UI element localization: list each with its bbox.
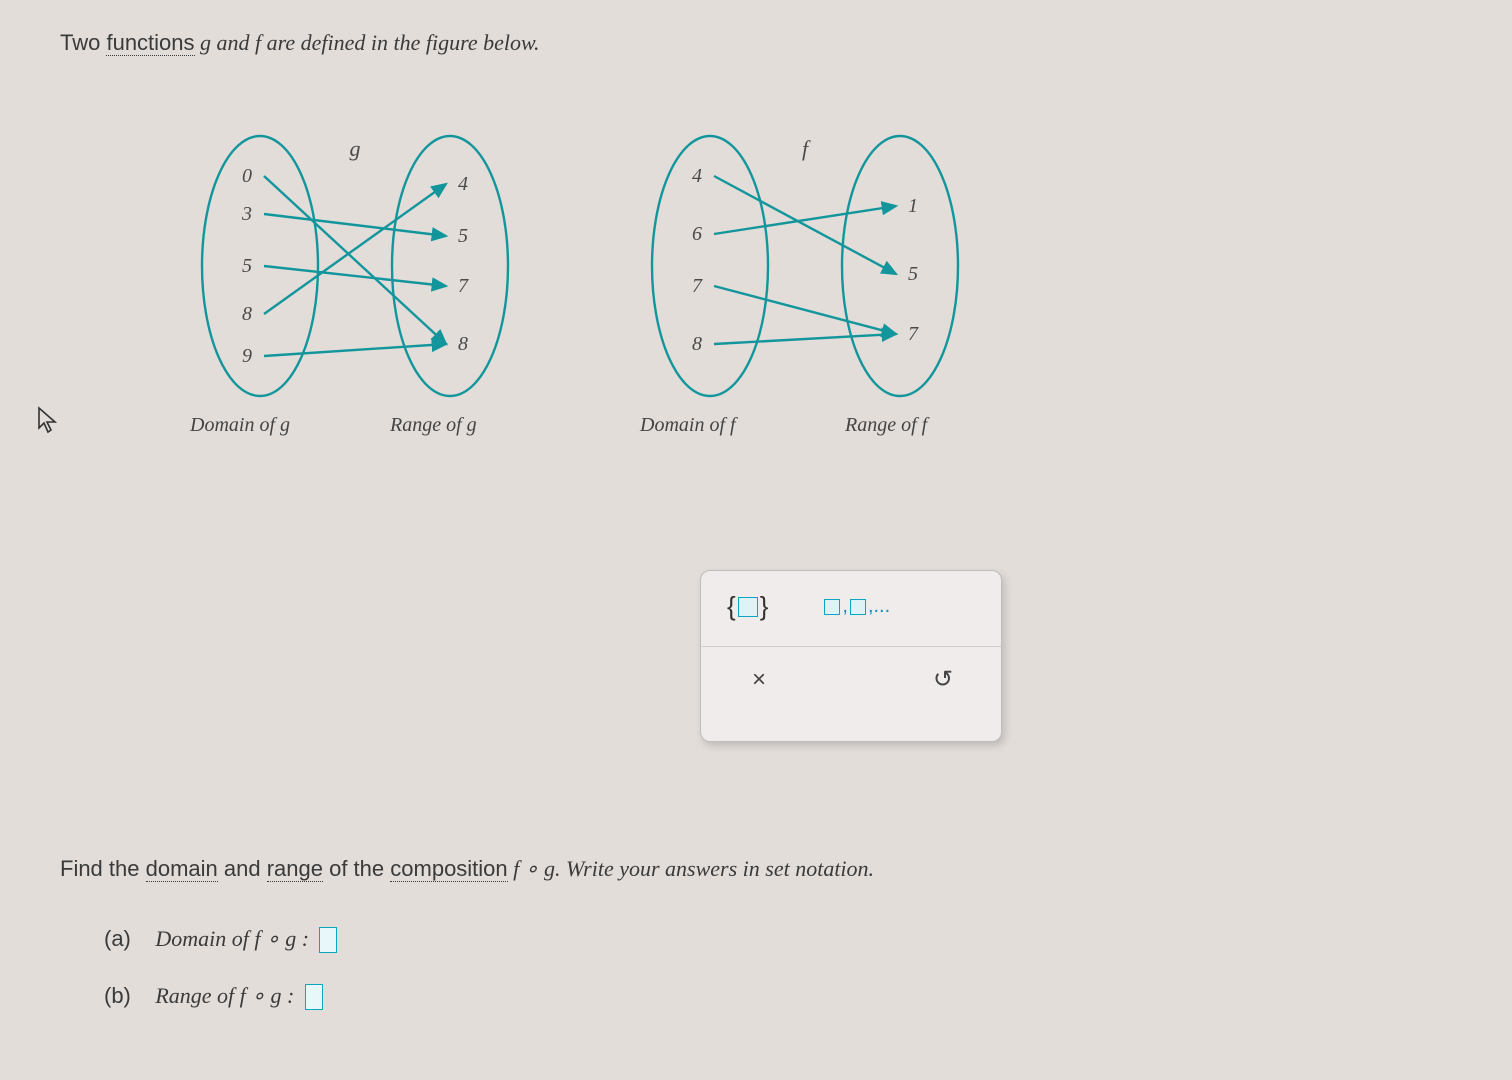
clear-button[interactable]: ×	[741, 666, 777, 694]
svg-text:1: 1	[908, 195, 918, 217]
link-functions[interactable]: functions	[106, 30, 194, 56]
intro-prefix: Two	[60, 30, 106, 55]
svg-text:6: 6	[692, 223, 702, 245]
q-t3: of the	[323, 856, 390, 881]
svg-text:8: 8	[458, 333, 468, 355]
intro-text: Two functions g and f are defined in the…	[60, 30, 1452, 56]
svg-text:9: 9	[242, 345, 252, 367]
svg-text:8: 8	[692, 333, 702, 355]
link-domain[interactable]: domain	[146, 856, 218, 882]
q-t2: and	[218, 856, 267, 881]
part-a-label: (a)	[104, 926, 131, 951]
svg-text:7: 7	[692, 275, 703, 297]
question-text: Find the domain and range of the composi…	[60, 856, 1452, 882]
svg-text:4: 4	[458, 173, 468, 195]
svg-text:g: g	[350, 136, 361, 161]
caption-domain-g: Domain of g	[190, 414, 290, 437]
answer-parts: (a) Domain of f ∘ g : (b) Range of f ∘ g…	[104, 910, 1452, 1024]
svg-text:f: f	[802, 136, 811, 161]
mapping-svg: g 0 3 5 8 9 4 5 7 8 f 4 6 7 8 1 5 7	[60, 76, 1160, 436]
svg-text:7: 7	[458, 275, 469, 297]
mapping-diagrams: g 0 3 5 8 9 4 5 7 8 f 4 6 7 8 1 5 7 Domain of g Range of …	[60, 76, 1160, 436]
caption-domain-f: Domain of f	[640, 414, 736, 437]
svg-text:7: 7	[908, 323, 919, 345]
part-b: (b) Range of f ∘ g :	[104, 967, 1452, 1024]
intro-mid: g and f are defined in the figure below.	[195, 30, 540, 55]
cursor-icon	[36, 406, 60, 434]
part-b-text: Range of f ∘ g :	[155, 983, 294, 1008]
domain-answer-input[interactable]	[319, 927, 337, 953]
part-b-label: (b)	[104, 983, 131, 1008]
caption-range-f: Range of f	[845, 414, 927, 437]
caption-range-g: Range of g	[390, 414, 477, 437]
list-notation-button[interactable]: ,,...	[824, 595, 890, 618]
symbol-keypad: {} ,,... × ↺	[700, 570, 1002, 742]
part-a: (a) Domain of f ∘ g :	[104, 910, 1452, 967]
svg-text:8: 8	[242, 303, 252, 325]
reset-button[interactable]: ↺	[925, 665, 961, 694]
svg-text:4: 4	[692, 165, 702, 187]
svg-text:0: 0	[242, 165, 252, 187]
svg-text:5: 5	[242, 255, 252, 277]
svg-text:5: 5	[908, 263, 918, 285]
svg-text:5: 5	[458, 225, 468, 247]
link-composition[interactable]: composition	[390, 856, 507, 882]
set-notation-button[interactable]: {}	[727, 591, 768, 622]
link-range[interactable]: range	[267, 856, 323, 882]
part-a-text: Domain of f ∘ g :	[155, 926, 309, 951]
svg-text:3: 3	[241, 203, 252, 225]
page: Two functions g and f are defined in the…	[0, 0, 1512, 1054]
range-answer-input[interactable]	[305, 984, 323, 1010]
q-t4: f ∘ g. Write your answers in set notatio…	[508, 856, 874, 881]
q-t1: Find the	[60, 856, 146, 881]
